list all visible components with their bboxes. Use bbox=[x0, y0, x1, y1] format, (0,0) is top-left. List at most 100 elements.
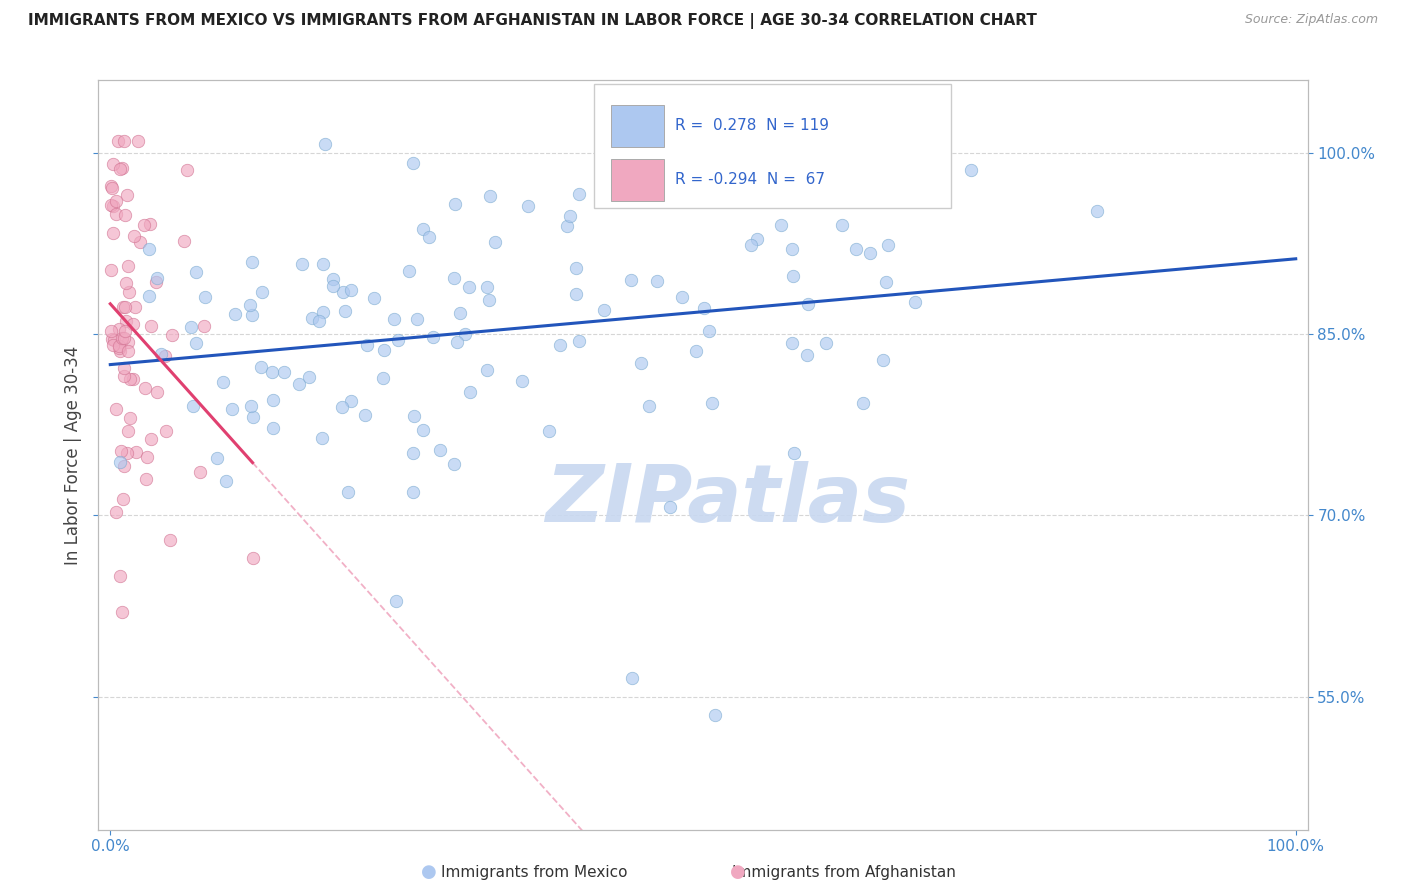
Point bbox=[353, 408, 375, 422]
Point bbox=[443, 457, 465, 471]
Point bbox=[904, 295, 927, 310]
Point bbox=[780, 335, 803, 350]
Text: Source: ZipAtlas.com: Source: ZipAtlas.com bbox=[1244, 13, 1378, 27]
Point bbox=[449, 305, 471, 319]
Point bbox=[110, 334, 132, 349]
Point bbox=[620, 273, 643, 287]
Point bbox=[101, 199, 124, 213]
Point bbox=[107, 134, 129, 148]
Point bbox=[103, 157, 125, 171]
Point bbox=[114, 300, 136, 314]
Point bbox=[207, 451, 229, 466]
Point bbox=[115, 314, 138, 328]
Point bbox=[298, 370, 321, 384]
Point bbox=[811, 169, 834, 183]
Point bbox=[845, 242, 868, 256]
Point bbox=[108, 339, 131, 353]
Point bbox=[127, 134, 149, 148]
Point bbox=[557, 219, 579, 233]
Point bbox=[337, 484, 360, 499]
Point bbox=[558, 209, 581, 223]
Point bbox=[959, 162, 981, 177]
Point bbox=[262, 421, 284, 435]
Point bbox=[155, 424, 177, 438]
Point bbox=[124, 444, 146, 458]
Point bbox=[659, 500, 682, 514]
Point bbox=[852, 396, 875, 410]
Point bbox=[443, 270, 465, 285]
Point bbox=[118, 372, 141, 386]
Point bbox=[645, 274, 668, 288]
Point bbox=[139, 432, 162, 446]
Point bbox=[288, 376, 311, 391]
Text: IMMIGRANTS FROM MEXICO VS IMMIGRANTS FROM AFGHANISTAN IN LABOR FORCE | AGE 30-34: IMMIGRANTS FROM MEXICO VS IMMIGRANTS FRO… bbox=[28, 13, 1038, 29]
Point bbox=[363, 292, 385, 306]
Point bbox=[815, 335, 838, 350]
Point bbox=[139, 319, 162, 334]
Text: Immigrants from Afghanistan: Immigrants from Afghanistan bbox=[731, 865, 956, 880]
Point bbox=[479, 188, 502, 202]
Point bbox=[510, 374, 533, 388]
Point bbox=[700, 396, 723, 410]
Text: ●: ● bbox=[420, 863, 437, 881]
Point bbox=[312, 304, 335, 318]
Point bbox=[111, 491, 134, 506]
Point bbox=[290, 257, 312, 271]
Point bbox=[565, 286, 588, 301]
Point bbox=[224, 307, 246, 321]
Point bbox=[176, 162, 198, 177]
Point bbox=[110, 444, 132, 458]
Point bbox=[568, 186, 591, 201]
Y-axis label: In Labor Force | Age 30-34: In Labor Force | Age 30-34 bbox=[65, 345, 83, 565]
Point bbox=[124, 300, 146, 314]
Point bbox=[446, 335, 468, 350]
Point bbox=[412, 423, 434, 437]
Point bbox=[115, 277, 138, 291]
Point bbox=[134, 381, 156, 395]
Point bbox=[122, 317, 145, 331]
Point bbox=[240, 308, 263, 322]
Point bbox=[112, 458, 135, 473]
Point bbox=[405, 312, 427, 326]
Point bbox=[115, 445, 138, 459]
Point bbox=[146, 271, 169, 285]
Point bbox=[111, 331, 134, 345]
Point bbox=[548, 338, 571, 352]
Point bbox=[114, 209, 136, 223]
Point bbox=[242, 550, 264, 565]
Point bbox=[301, 310, 323, 325]
Point bbox=[783, 446, 806, 460]
Point bbox=[402, 155, 425, 169]
Point bbox=[387, 333, 409, 347]
Point bbox=[332, 285, 354, 299]
Point bbox=[188, 465, 211, 479]
Point bbox=[146, 384, 169, 399]
Point bbox=[139, 217, 162, 231]
Point bbox=[249, 359, 271, 374]
Point bbox=[703, 707, 725, 722]
Point bbox=[477, 279, 499, 293]
Point bbox=[240, 399, 263, 413]
Point bbox=[385, 594, 408, 608]
Point bbox=[356, 338, 378, 352]
Point bbox=[108, 322, 131, 336]
Point bbox=[138, 242, 160, 256]
Point bbox=[111, 161, 134, 176]
Point bbox=[373, 371, 395, 385]
Point bbox=[114, 134, 136, 148]
Point bbox=[105, 505, 128, 519]
Point bbox=[108, 161, 131, 176]
Point bbox=[242, 410, 264, 425]
Point bbox=[103, 333, 125, 347]
Point bbox=[111, 605, 134, 619]
Point bbox=[418, 230, 440, 244]
Point bbox=[537, 425, 560, 439]
Point bbox=[875, 275, 897, 289]
Point bbox=[311, 431, 333, 445]
Point bbox=[212, 375, 235, 389]
Point bbox=[402, 446, 425, 460]
Point bbox=[181, 400, 204, 414]
Point bbox=[458, 280, 481, 294]
Point bbox=[138, 289, 160, 303]
Point bbox=[780, 243, 803, 257]
